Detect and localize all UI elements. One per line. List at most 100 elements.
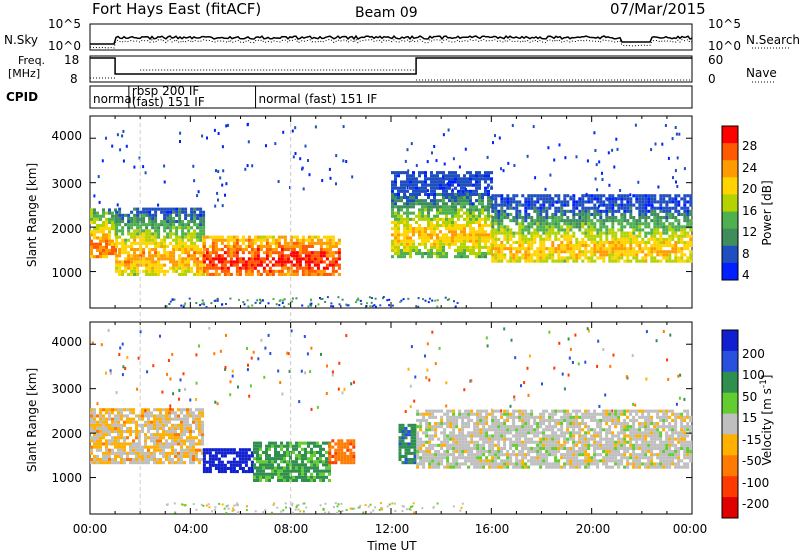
velocity-cell [138,461,141,465]
power-cell [463,192,466,196]
power-cell [157,244,161,248]
power-cell [127,220,131,224]
power-cell [316,251,320,255]
power-cell [93,208,96,212]
power-cell [424,217,427,221]
power-cell [247,235,251,239]
power-cell [403,186,406,190]
power-cell [226,248,230,252]
power-cell [466,189,469,193]
power-cell [199,226,203,230]
power-cell [418,208,421,212]
velocity-cell [328,442,332,446]
velocity-cell [153,445,156,449]
power-cell [124,241,128,245]
velocity-cell [229,470,233,474]
power-cell [566,228,570,232]
power-cell [205,248,209,252]
power-cell [478,208,481,212]
power-cell [166,220,170,224]
power-cell [154,266,158,270]
power-cell [254,301,257,304]
velocity-cell [150,436,153,440]
velocity-cell [171,433,174,437]
power-cell [115,241,119,245]
power-cell [638,231,642,235]
velocity-cell [464,409,468,413]
power-cell [686,194,690,198]
power-cell [172,223,176,227]
velocity-cell [398,430,402,434]
power-cell [256,269,260,273]
power-cell [653,194,657,198]
power-cell [469,177,472,181]
power-cell [93,255,96,259]
power-cell [148,229,152,233]
velocity-cell [180,448,183,452]
power-cell [527,212,531,216]
power-cell [90,214,93,218]
power-cell [611,231,615,235]
velocity-cell [310,447,313,451]
power-cell [121,134,124,138]
power-cell [313,251,317,255]
power-cell [680,253,684,257]
velocity-cell [280,460,283,464]
power-cell [590,259,594,263]
power-cell [620,197,624,201]
velocity-cell [488,462,492,466]
velocity-cell [494,462,498,466]
power-cell [563,256,567,260]
power-cell [184,302,187,305]
power-cell [93,245,96,249]
velocity-cell [428,437,432,441]
power-cell [114,252,117,256]
power-cell [635,200,639,204]
velocity-cell [165,408,168,412]
velocity-cell [491,456,495,460]
power-cell [226,272,230,276]
power-cell [409,255,412,259]
power-cell [127,257,131,261]
power-cell [196,235,200,239]
power-cell [409,245,412,249]
power-cell [460,202,463,206]
power-cell [105,211,108,215]
power-cell [298,248,302,252]
power-cell [448,236,451,240]
power-cell [635,234,639,238]
power-cell [539,209,543,213]
velocity-cell [437,437,441,441]
power-cell [503,209,507,213]
power-cell [445,202,448,206]
velocity-cell [159,451,162,455]
power-cell [686,244,690,248]
power-cell [307,235,311,239]
velocity-cell [232,463,236,467]
power-cell [569,244,573,248]
velocity-cell [467,431,471,435]
velocity-cell [539,425,543,429]
power-cell [677,200,681,204]
velocity-cell [334,451,338,455]
velocity-cell [129,433,132,437]
power-cell [121,238,125,242]
power-cell [638,216,642,220]
velocity-cell [217,463,221,467]
power-cell [115,263,119,267]
power-cell [193,213,197,217]
power-cell [665,231,669,235]
velocity-cell [211,463,215,467]
velocity-cell [195,426,198,430]
power-cell [202,241,206,245]
power-cell [554,247,558,251]
velocity-cell [96,454,99,458]
power-cell [115,235,119,239]
power-cell [121,248,125,252]
power-cell [527,237,531,241]
power-cell [674,194,678,198]
velocity-cell [515,453,519,457]
velocity-cell [195,423,198,427]
power-cell [641,222,645,226]
velocity-cell [443,434,447,438]
